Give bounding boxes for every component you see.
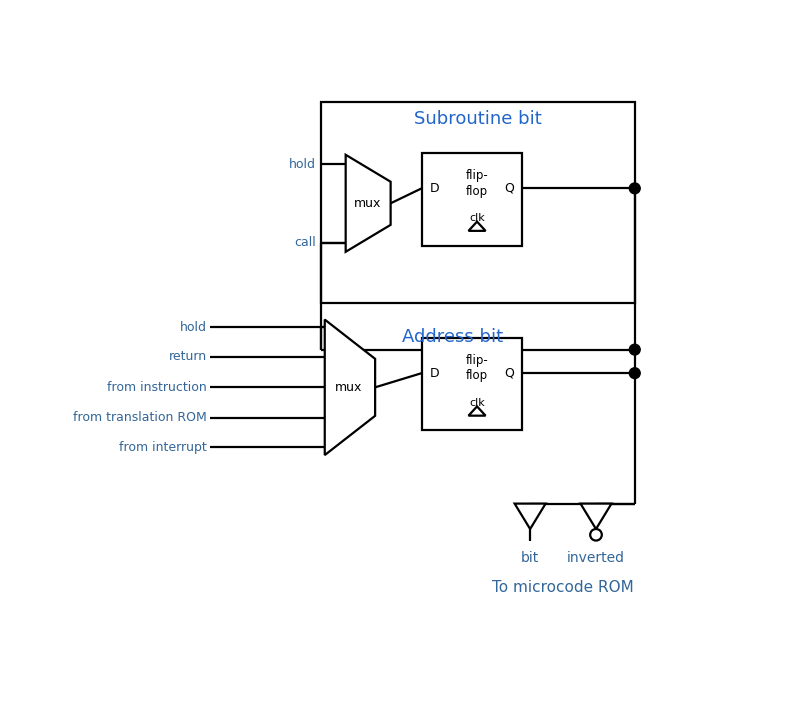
Polygon shape [514,503,546,529]
Polygon shape [469,407,486,416]
Text: clk: clk [469,213,485,223]
Text: call: call [294,236,316,249]
Text: mux: mux [354,197,381,210]
Polygon shape [469,222,486,231]
Text: Address bit: Address bit [402,328,503,346]
Text: bit: bit [521,551,539,565]
Polygon shape [325,320,375,455]
Text: D: D [430,182,440,195]
Text: mux: mux [335,381,362,394]
Text: flop: flop [466,369,488,383]
Polygon shape [581,503,611,529]
Text: Q: Q [504,182,514,195]
Text: from translation ROM: from translation ROM [73,412,207,424]
Text: To microcode ROM: To microcode ROM [492,580,634,595]
Text: from instruction: from instruction [107,381,207,394]
Text: from interrupt: from interrupt [119,441,207,454]
Text: Subroutine bit: Subroutine bit [414,110,542,128]
Text: flip-: flip- [466,169,489,182]
Text: Q: Q [504,366,514,380]
Bar [422,153,522,246]
Circle shape [630,183,640,193]
Text: flop: flop [466,185,488,198]
Bar [422,338,522,431]
Polygon shape [346,155,390,252]
Text: D: D [430,366,440,380]
Text: flip-: flip- [466,354,489,366]
Text: return: return [169,350,207,364]
Bar [321,102,634,304]
Text: hold: hold [180,321,207,334]
Circle shape [590,529,602,541]
Text: inverted: inverted [567,551,625,565]
Text: clk: clk [469,397,485,408]
Circle shape [630,345,640,355]
Circle shape [630,368,640,378]
Text: hold: hold [290,157,316,171]
